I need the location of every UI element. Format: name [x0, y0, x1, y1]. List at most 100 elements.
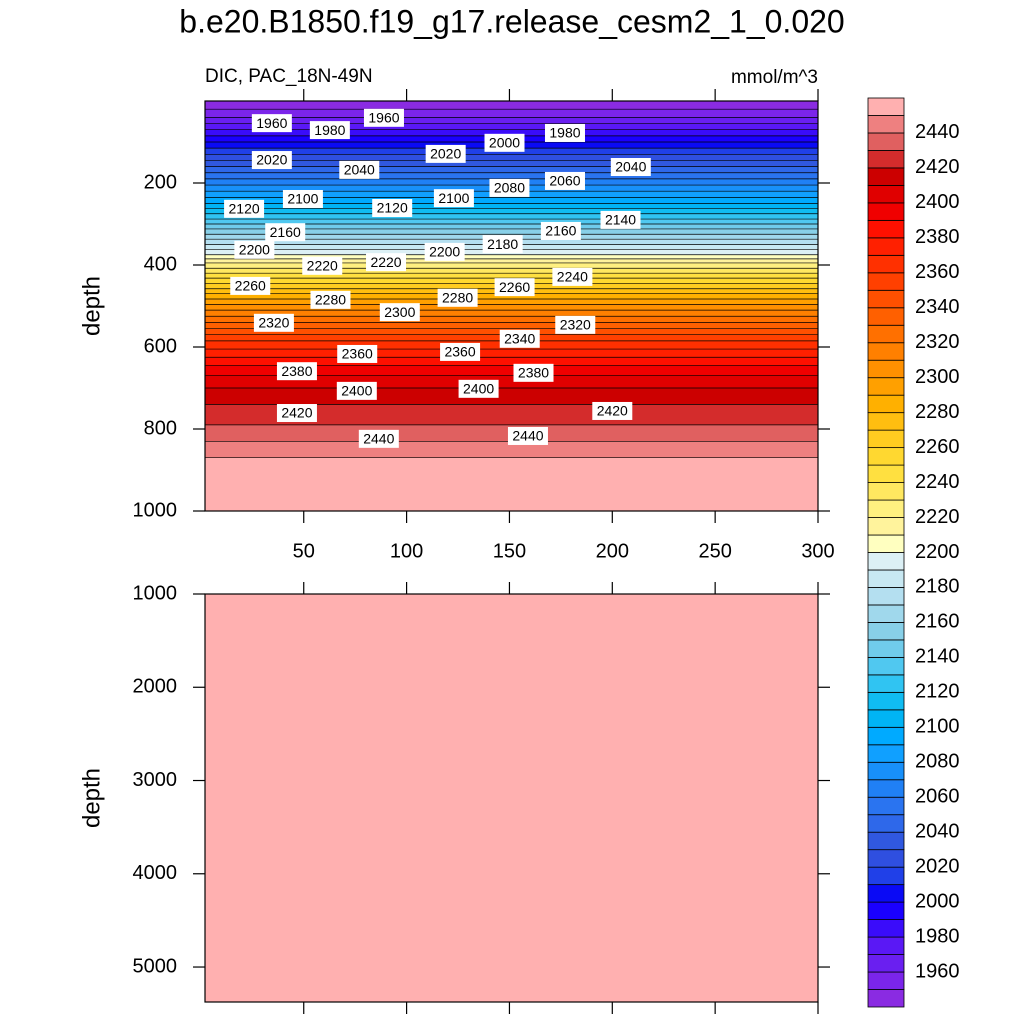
x-tick-label: 100	[390, 540, 423, 562]
contour-label: 2120	[372, 199, 413, 218]
contour-label: 2180	[482, 235, 523, 254]
colorbar-tick-label: 2100	[915, 716, 960, 738]
colorbar-box	[867, 587, 905, 606]
contour-label-box	[265, 223, 306, 242]
colorbar-box	[867, 359, 905, 379]
colorbar-box	[867, 622, 905, 641]
contour-label-box	[544, 123, 585, 142]
contour-label-text: 2380	[518, 365, 549, 381]
colorbar-box	[867, 796, 905, 816]
colorbar-tick-label: 2340	[915, 296, 960, 318]
contour-label-text: 2000	[489, 135, 520, 151]
contour-label-text: 2200	[429, 244, 460, 260]
contour-label: 2400	[336, 381, 377, 400]
contour-band	[205, 322, 818, 329]
contour-band	[205, 293, 818, 300]
contour-label-text: 2300	[384, 304, 415, 320]
colorbar-tick-label: 2020	[915, 855, 960, 877]
colorbar-box	[867, 342, 905, 361]
contour-label-text: 2280	[315, 292, 346, 308]
contour-band	[205, 254, 818, 259]
contour-label-text: 1980	[314, 122, 345, 138]
contour-band	[205, 154, 818, 161]
colorbar-box	[867, 97, 905, 116]
colorbar-tick-label: 2160	[915, 611, 960, 633]
contour-label-box	[251, 114, 292, 133]
contour-band	[205, 268, 818, 274]
contour-label: 2160	[540, 221, 581, 240]
contour-label-box	[592, 401, 633, 420]
contour-label-box	[458, 379, 499, 398]
colorbar-tick-label: 2300	[915, 366, 960, 388]
x-tick-label: 150	[493, 540, 526, 562]
contour-label-text: 2280	[442, 290, 473, 306]
contour-label-box	[337, 344, 378, 363]
contour-label-text: 2120	[229, 201, 260, 217]
contour-label-text: 2020	[430, 146, 461, 162]
contour-label-text: 2320	[258, 315, 289, 331]
contour-label-box	[309, 121, 350, 140]
colorbar-box	[867, 691, 905, 711]
field-fill	[205, 594, 818, 1002]
contour-label: 2420	[276, 404, 317, 423]
colorbar-box	[867, 517, 905, 536]
colorbar-box	[867, 919, 905, 938]
contour-label-box	[544, 171, 585, 190]
y-tick-label: 200	[144, 171, 177, 193]
colorbar-box	[867, 726, 905, 746]
contour-label-box	[484, 133, 525, 152]
contour-label: 2040	[339, 160, 380, 179]
colorbar-tick-label: 2060	[915, 786, 960, 808]
contour-label: 2280	[437, 288, 478, 307]
contour-label-box	[540, 221, 581, 240]
contour-label-text: 2400	[341, 383, 372, 399]
colorbar-box	[867, 412, 905, 431]
contour-label: 2220	[302, 256, 343, 275]
contour-label-box	[363, 108, 404, 127]
contour-label-box	[424, 242, 465, 261]
contour-label: 1960	[251, 114, 292, 133]
contour-band	[205, 117, 818, 124]
contour-label-text: 2380	[281, 363, 312, 379]
contour-band	[205, 213, 818, 220]
contour-band	[205, 109, 818, 118]
colorbar-box	[867, 569, 905, 588]
y-tick-label: 2000	[133, 676, 178, 698]
contour-band	[205, 172, 818, 179]
contour-label-text: 2360	[444, 344, 475, 360]
contour-band	[205, 262, 818, 269]
contour-band	[205, 123, 818, 130]
colorbar-box	[867, 237, 905, 256]
colorbar-box	[867, 954, 905, 973]
contour-label-text: 2040	[615, 159, 646, 175]
contour-label: 2320	[555, 315, 596, 334]
contour-band	[205, 310, 818, 317]
contour-label-box	[425, 144, 466, 163]
contour-label-text: 2320	[560, 317, 591, 333]
colorbar-box	[867, 814, 905, 833]
contour-label-text: 2100	[438, 190, 469, 206]
colorbar-box	[867, 482, 905, 501]
contour-label: 2400	[458, 379, 499, 398]
colorbar-box	[867, 272, 905, 291]
contour-band	[205, 404, 818, 425]
contour-band	[205, 258, 818, 263]
colorbar-box	[867, 866, 905, 886]
x-tick-label: 250	[698, 540, 731, 562]
contour-label-text: 2420	[281, 405, 312, 421]
contour-label: 2040	[610, 158, 651, 177]
colorbar-box	[867, 709, 905, 728]
contour-label-box	[507, 426, 548, 445]
colorbar-tick-label: 2360	[915, 261, 960, 283]
colorbar-tick-label: 2320	[915, 331, 960, 353]
contour-label: 2100	[433, 189, 474, 208]
contour-label-box	[379, 303, 420, 322]
contour-band	[205, 365, 818, 376]
colorbar-tick-label: 1960	[915, 960, 960, 982]
plot-frame	[204, 100, 819, 512]
y-tick-label: 4000	[133, 862, 178, 884]
contour-label: 2140	[600, 210, 641, 229]
colorbar-box	[867, 901, 905, 920]
colorbar-box	[867, 394, 905, 414]
